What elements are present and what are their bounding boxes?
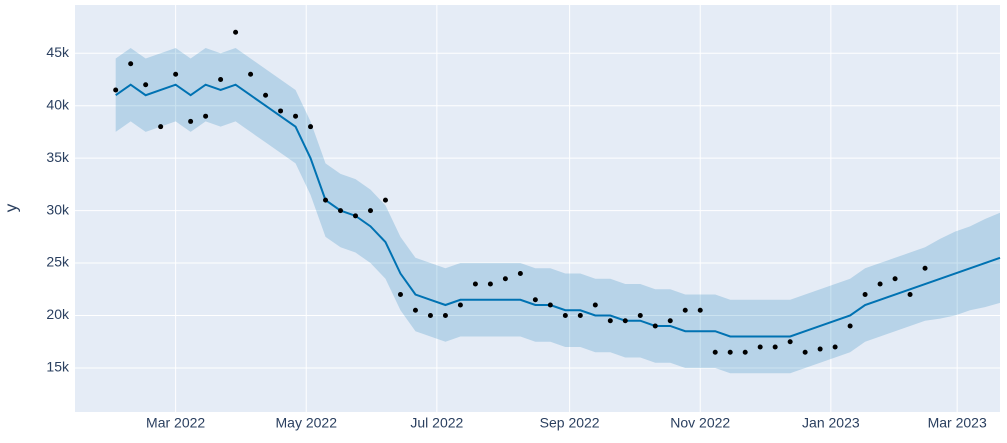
- y-tick-label: 25k: [46, 254, 70, 270]
- observed-point: [577, 312, 583, 318]
- observed-point: [787, 339, 793, 345]
- observed-point: [922, 265, 928, 271]
- observed-point: [757, 344, 763, 350]
- observed-point: [532, 297, 538, 303]
- x-tick-label: Mar 2023: [928, 415, 987, 431]
- y-tick-label: 45k: [46, 44, 70, 60]
- observed-point: [547, 302, 553, 308]
- observed-point: [367, 208, 373, 214]
- observed-point: [607, 318, 613, 324]
- y-tick-label: 15k: [46, 359, 70, 375]
- observed-point: [862, 292, 868, 298]
- observed-point: [352, 213, 358, 219]
- observed-point: [907, 292, 913, 298]
- observed-point: [472, 281, 478, 287]
- x-tick-label: May 2022: [276, 415, 338, 431]
- observed-point: [218, 76, 224, 82]
- observed-point: [188, 118, 194, 124]
- observed-point: [847, 323, 853, 329]
- observed-point: [338, 208, 344, 214]
- observed-point: [263, 92, 269, 98]
- observed-point: [173, 71, 179, 77]
- observed-point: [233, 29, 239, 35]
- observed-point: [742, 349, 748, 355]
- forecast-line: [115, 83, 1001, 338]
- observed-point: [592, 302, 598, 308]
- observed-point: [697, 307, 703, 313]
- x-tick-label: Mar 2022: [146, 415, 205, 431]
- observed-point: [772, 344, 778, 350]
- observed-point: [712, 349, 718, 355]
- observed-point: [832, 344, 838, 350]
- y-tick-label: 20k: [46, 306, 70, 322]
- x-tick-label: Jan 2023: [802, 415, 860, 431]
- observed-point: [877, 281, 883, 287]
- y-tick-label: 30k: [46, 201, 70, 217]
- observed-point: [382, 197, 388, 203]
- observed-point: [517, 271, 523, 277]
- observed-point: [143, 82, 149, 88]
- observed-point: [502, 276, 508, 282]
- observed-point: [442, 312, 448, 318]
- observed-point: [727, 349, 733, 355]
- y-tick-label: 35k: [46, 149, 70, 165]
- observed-point: [562, 312, 568, 318]
- observed-point: [892, 276, 898, 282]
- observed-point: [817, 346, 823, 352]
- observed-point: [667, 318, 673, 324]
- plot-area: [75, 5, 1000, 412]
- x-tick-label: Nov 2022: [670, 415, 730, 431]
- observed-point: [203, 113, 209, 119]
- observed-point: [128, 61, 134, 67]
- observed-point: [278, 108, 284, 114]
- observed-point: [248, 71, 254, 77]
- observed-point: [487, 281, 493, 287]
- y-tick-label: 40k: [46, 96, 70, 112]
- observed-point: [397, 292, 403, 298]
- x-tick-label: Sep 2022: [540, 415, 600, 431]
- observed-point: [427, 312, 433, 318]
- observed-point: [113, 87, 119, 93]
- observed-point: [637, 312, 643, 318]
- observed-point: [308, 124, 314, 130]
- observed-point: [323, 197, 329, 203]
- observed-point: [293, 113, 299, 119]
- observed-point: [652, 323, 658, 329]
- y-axis-label: y: [1, 203, 20, 212]
- observed-point: [802, 349, 808, 355]
- observed-point: [622, 318, 628, 324]
- observed-point: [158, 124, 164, 130]
- x-tick-label: Jul 2022: [410, 415, 463, 431]
- observed-point: [682, 307, 688, 313]
- observed-point: [412, 307, 418, 313]
- observed-point: [457, 302, 463, 308]
